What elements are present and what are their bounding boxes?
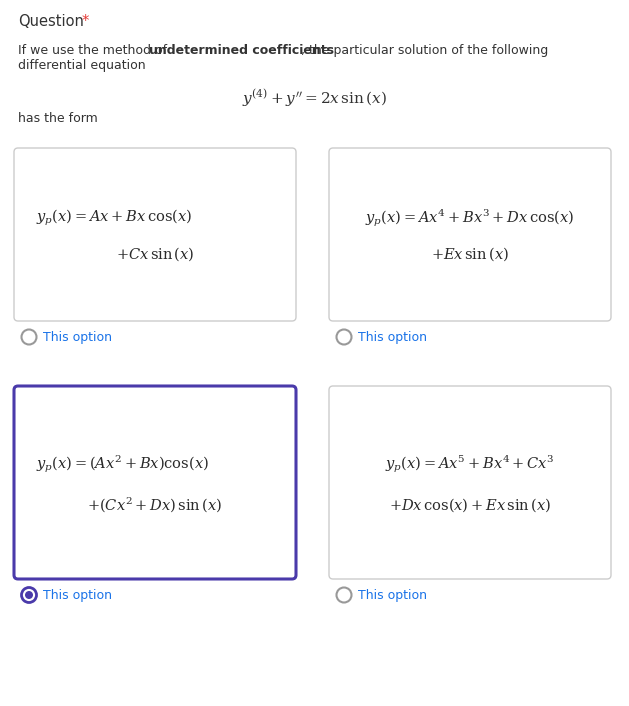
Text: $+Dx\,{\rm cos}(x) + Ex\,{\rm sin}\,(x)$: $+Dx\,{\rm cos}(x) + Ex\,{\rm sin}\,(x)$ (389, 496, 551, 513)
Text: This option: This option (43, 330, 112, 344)
Text: $y^{(4)} + y'' = 2x\,\mathrm{sin}\,(x)$: $y^{(4)} + y'' = 2x\,\mathrm{sin}\,(x)$ (242, 88, 386, 109)
Text: This option: This option (358, 330, 427, 344)
Circle shape (337, 330, 352, 345)
Text: $y_p(x) = Ax^4 + Bx^3 + Dx\,{\rm cos}(x)$: $y_p(x) = Ax^4 + Bx^3 + Dx\,{\rm cos}(x)… (365, 207, 574, 229)
Text: *: * (82, 14, 89, 29)
Text: $+Cx\,{\rm sin}\,(x)$: $+Cx\,{\rm sin}\,(x)$ (116, 246, 194, 263)
FancyBboxPatch shape (329, 148, 611, 321)
FancyBboxPatch shape (14, 148, 296, 321)
Text: $y_p(x) = Ax + Bx\,{\rm cos}(x)$: $y_p(x) = Ax + Bx\,{\rm cos}(x)$ (36, 208, 192, 228)
Text: This option: This option (358, 589, 427, 602)
Text: $y_p(x) = Ax^5 + Bx^4 + Cx^3$: $y_p(x) = Ax^5 + Bx^4 + Cx^3$ (385, 453, 555, 475)
Text: differential equation: differential equation (18, 59, 146, 72)
Text: Question: Question (18, 14, 84, 29)
Text: $y_p(x) = (Ax^2 + Bx){\rm cos}(x)$: $y_p(x) = (Ax^2 + Bx){\rm cos}(x)$ (36, 453, 209, 475)
Text: , the particular solution of the following: , the particular solution of the followi… (301, 44, 548, 57)
Text: If we use the method of: If we use the method of (18, 44, 171, 57)
Circle shape (25, 591, 33, 599)
Circle shape (21, 587, 36, 602)
FancyBboxPatch shape (14, 386, 296, 579)
FancyBboxPatch shape (329, 386, 611, 579)
Circle shape (337, 587, 352, 602)
Text: undetermined coefficients: undetermined coefficients (149, 44, 334, 57)
Text: $+(Cx^2 + Dx)\,{\rm sin}\,(x)$: $+(Cx^2 + Dx)\,{\rm sin}\,(x)$ (87, 495, 223, 514)
Text: $+Ex\,{\rm sin}\,(x)$: $+Ex\,{\rm sin}\,(x)$ (431, 246, 509, 263)
Circle shape (21, 330, 36, 345)
Text: has the form: has the form (18, 112, 97, 125)
Text: This option: This option (43, 589, 112, 602)
